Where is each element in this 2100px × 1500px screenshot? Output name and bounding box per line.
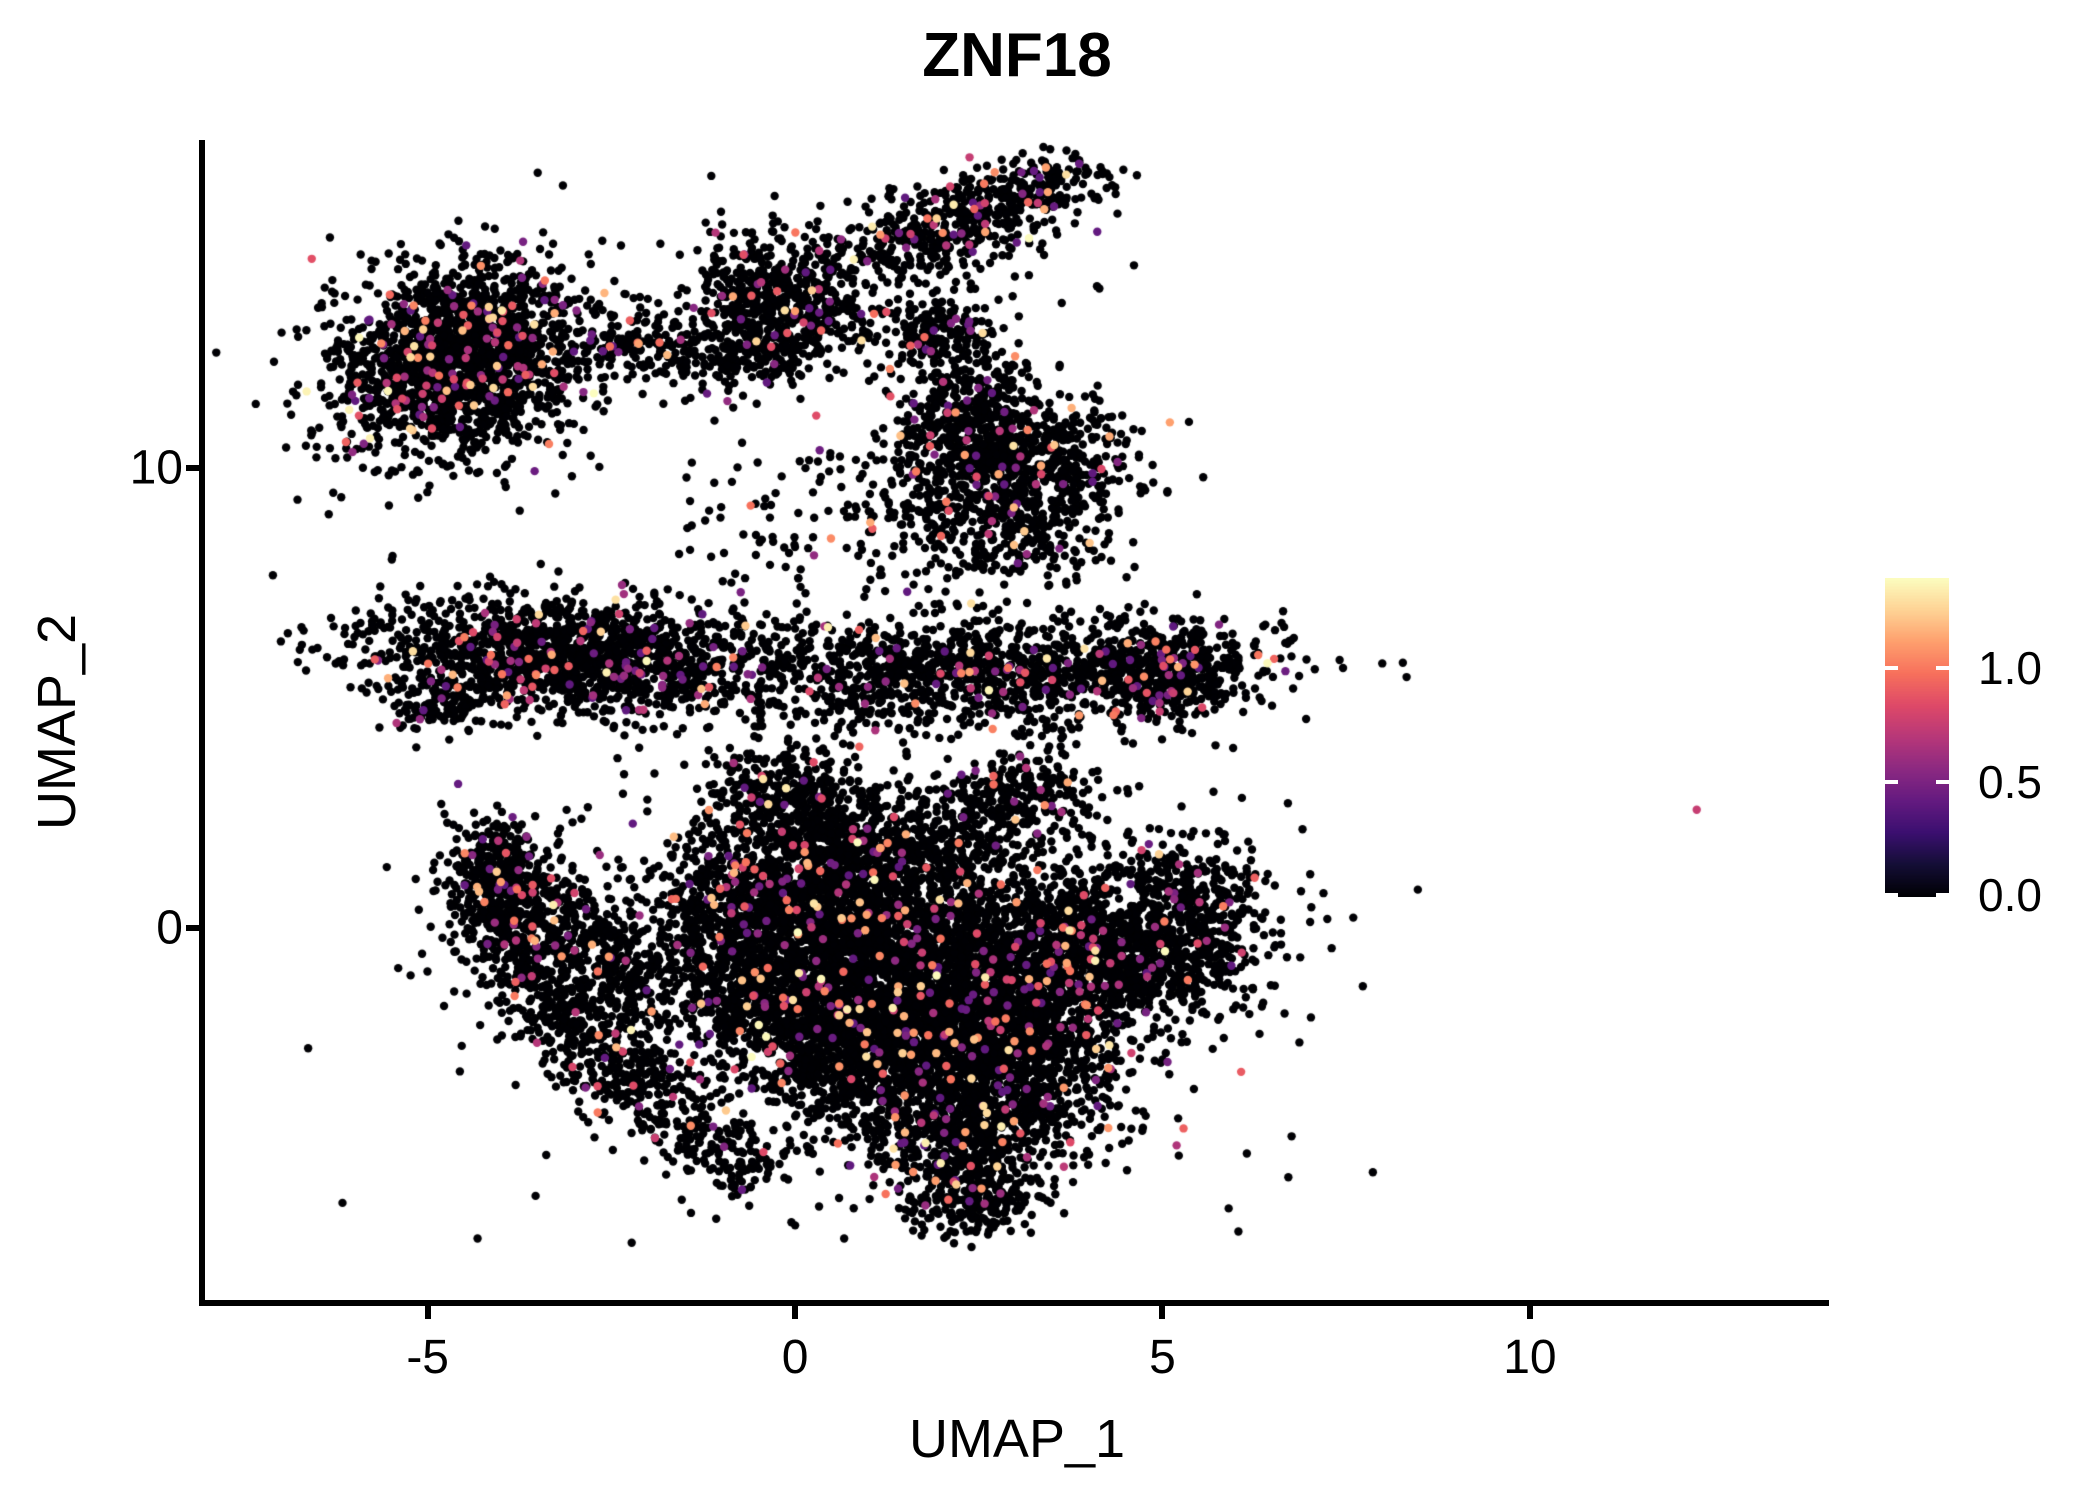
colorbar-tick-label: 1.0	[1978, 641, 2042, 694]
y-tick-mark	[186, 464, 202, 471]
y-tick-mark	[186, 924, 202, 931]
x-tick-mark	[792, 1303, 799, 1319]
plot-title: ZNF18	[922, 21, 1112, 90]
x-tick-label: 5	[1149, 1331, 1176, 1384]
colorbar-tick-dash	[1936, 665, 1949, 670]
y-tick-label: 0	[156, 901, 183, 955]
y-axis-title: UMAP_2	[27, 613, 87, 831]
x-tick-label: 0	[781, 1331, 809, 1384]
colorbar-tick-dash	[1885, 665, 1898, 670]
colorbar-tick-label: 0.5	[1978, 756, 2042, 809]
colorbar-gradient	[1885, 578, 1949, 897]
colorbar-tick-label: 0.0	[1978, 869, 2042, 921]
x-tick-label: -5	[406, 1331, 449, 1384]
umap-scatter-canvas	[205, 140, 1829, 1300]
y-tick-label: 10	[129, 441, 183, 495]
x-axis-title: UMAP_1	[908, 1409, 1126, 1469]
colorbar-tick-dash	[1936, 780, 1949, 785]
colorbar-tick-dash	[1936, 893, 1949, 897]
x-tick-mark	[424, 1303, 431, 1319]
x-tick-mark	[1159, 1303, 1166, 1319]
x-tick-label: 10	[1503, 1331, 1557, 1384]
colorbar-tick-dash	[1885, 780, 1898, 785]
plot-panel	[199, 140, 1829, 1306]
x-tick-mark	[1526, 1303, 1533, 1319]
colorbar-tick-dash	[1885, 893, 1898, 897]
